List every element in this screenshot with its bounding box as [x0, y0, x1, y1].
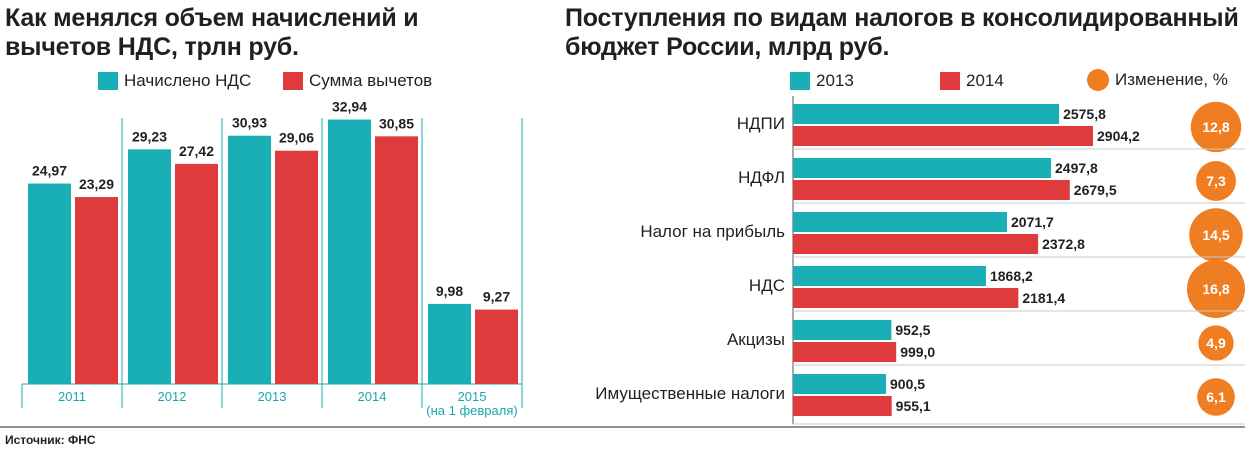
legend-label-accrued: Начислено НДС — [124, 71, 252, 90]
left-bar-value-label: 9,27 — [483, 289, 510, 305]
left-bar-accrued — [428, 303, 471, 384]
left-bar-accrued — [128, 149, 171, 384]
legend-swatch-accrued — [98, 72, 118, 90]
right-bar-2013 — [793, 320, 892, 340]
left-bar-accrued — [228, 135, 271, 384]
change-bubble — [1196, 161, 1236, 201]
change-bubble-label: 6,1 — [1206, 389, 1226, 405]
right-bar-2014 — [793, 180, 1070, 200]
left-x-tick-label: 2011 — [58, 389, 86, 404]
left-chart-title: Как менялся объем начислений и вычетов Н… — [5, 4, 419, 61]
change-bubble-label: 4,9 — [1206, 335, 1226, 351]
right-category-label: НДФЛ — [738, 168, 785, 187]
right-bar-2013 — [793, 266, 986, 286]
left-bar-accrued — [28, 183, 71, 384]
legend-swatch-deductions — [283, 72, 303, 90]
left-bar-value-label: 30,85 — [379, 115, 414, 131]
change-bubble — [1187, 260, 1245, 318]
right-category-label: Налог на прибыль — [640, 222, 785, 241]
right-bar-value-label: 952,5 — [895, 322, 930, 338]
right-category-label: НДС — [749, 276, 785, 295]
left-bar-value-label: 9,98 — [436, 283, 463, 299]
right-category-label: Имущественные налоги — [595, 384, 785, 403]
legend-2014: 2014 — [940, 71, 1004, 91]
right-bar-value-label: 2372,8 — [1042, 236, 1085, 252]
legend-accrued-vat: Начислено НДС — [98, 71, 251, 91]
right-bar-2013 — [793, 374, 887, 394]
right-bar-value-label: 2071,7 — [1011, 214, 1054, 230]
change-bubble-label: 7,3 — [1206, 173, 1226, 189]
left-x-tick-label: 2014 — [358, 389, 387, 404]
right-bar-value-label: 2575,8 — [1063, 106, 1106, 122]
right-bar-value-label: 999,0 — [900, 344, 935, 360]
legend-label-2014: 2014 — [966, 71, 1004, 90]
change-bubble-label: 16,8 — [1202, 281, 1229, 297]
right-bar-2013 — [793, 212, 1008, 232]
right-bar-2013 — [793, 158, 1052, 178]
legend-swatch-2013 — [790, 72, 810, 90]
legend-deductions: Сумма вычетов — [283, 71, 432, 91]
right-bar-2014 — [793, 396, 892, 416]
right-bar-2014 — [793, 126, 1093, 146]
right-bar-value-label: 900,5 — [890, 376, 925, 392]
legend-2013: 2013 — [790, 71, 854, 91]
legend-dot-change — [1087, 69, 1109, 91]
change-bubble-label: 14,5 — [1202, 227, 1229, 243]
left-bar-deductions — [375, 136, 418, 384]
left-bar-value-label: 32,94 — [332, 99, 367, 115]
left-bar-value-label: 29,06 — [279, 130, 314, 146]
legend-swatch-2014 — [940, 72, 960, 90]
right-bar-value-label: 1868,2 — [990, 268, 1033, 284]
right-bar-2013 — [793, 104, 1060, 124]
change-bubble — [1198, 325, 1234, 361]
left-bar-deductions — [475, 309, 518, 384]
left-bar-deductions — [175, 163, 218, 384]
left-bar-accrued — [328, 119, 371, 384]
legend-label-deductions: Сумма вычетов — [309, 71, 433, 90]
left-x-tick-label: 2013 — [258, 389, 287, 404]
change-bubble-label: 12,8 — [1202, 119, 1229, 135]
left-bar-value-label: 30,93 — [232, 115, 267, 131]
left-bar-value-label: 24,97 — [32, 163, 67, 179]
legend-label-change: Изменение, % — [1115, 70, 1228, 89]
change-bubble — [1189, 208, 1243, 262]
right-bar-2014 — [793, 288, 1019, 308]
left-bar-deductions — [275, 150, 318, 384]
left-x-tick-note: (на 1 февраля) — [426, 403, 517, 418]
legend-change: Изменение, % — [1087, 69, 1228, 91]
change-bubble — [1197, 378, 1235, 416]
right-category-label: Акцизы — [727, 330, 785, 349]
source-note: Источник: ФНС — [5, 433, 96, 447]
left-bar-value-label: 23,29 — [79, 176, 114, 192]
right-bar-value-label: 2181,4 — [1022, 290, 1065, 306]
left-x-tick-label: 2012 — [158, 389, 187, 404]
left-bar-value-label: 27,42 — [179, 143, 214, 159]
right-bar-value-label: 2497,8 — [1055, 160, 1098, 176]
right-category-label: НДПИ — [737, 114, 785, 133]
right-bar-value-label: 2679,5 — [1074, 182, 1117, 198]
change-bubble — [1190, 101, 1242, 153]
right-bar-2014 — [793, 234, 1039, 254]
left-bar-value-label: 29,23 — [132, 128, 167, 144]
right-chart-title: Поступления по видам налогов в консолиди… — [565, 4, 1239, 61]
right-bar-value-label: 955,1 — [896, 398, 931, 414]
legend-label-2013: 2013 — [816, 71, 854, 90]
right-bar-value-label: 2904,2 — [1097, 128, 1140, 144]
left-x-tick-label: 2015 — [458, 389, 487, 404]
right-bar-2014 — [793, 342, 897, 362]
left-bar-deductions — [75, 197, 118, 384]
